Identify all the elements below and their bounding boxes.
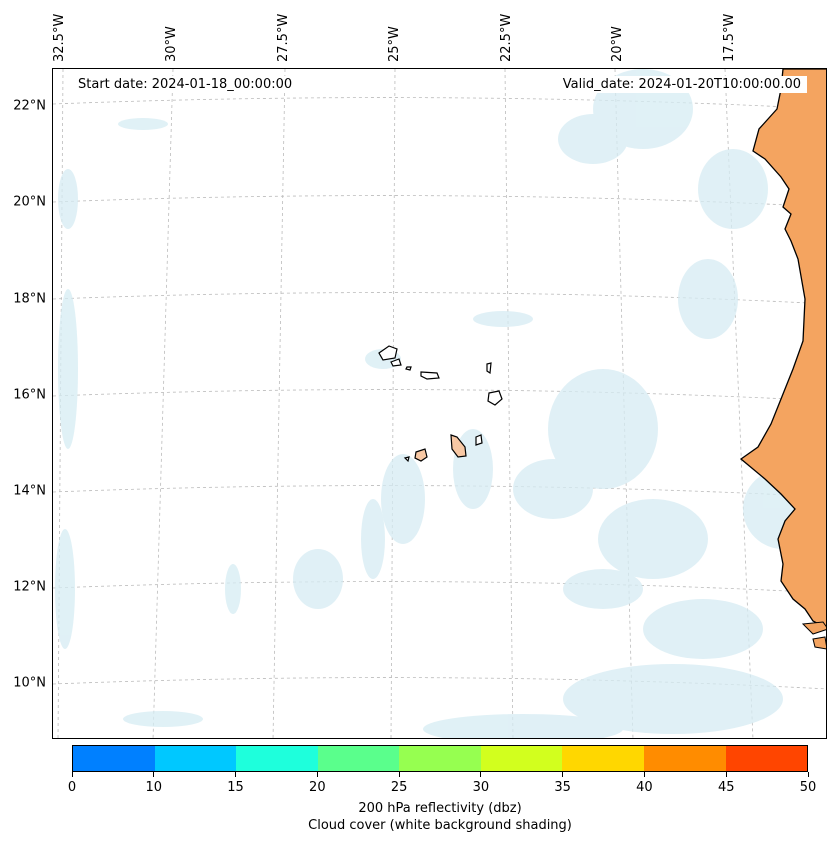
colorbar-tick xyxy=(235,772,237,777)
map-panel xyxy=(52,68,827,739)
island-santiago xyxy=(450,434,467,458)
island-sao-vicente xyxy=(390,358,402,367)
lon-label: 22.5°W xyxy=(499,13,514,62)
parallel-line xyxy=(53,581,826,594)
lon-label: 17.5°W xyxy=(722,13,737,62)
lat-label: 22°N xyxy=(13,98,46,114)
colorbar-segment xyxy=(725,746,808,771)
lat-label: 18°N xyxy=(13,291,46,307)
colorbar-segment xyxy=(399,746,481,771)
colorbar-subtitle: Cloud cover (white background shading) xyxy=(308,818,572,833)
colorbar-tick xyxy=(480,772,482,777)
lat-label: 12°N xyxy=(13,579,46,595)
meridian-line xyxy=(272,69,286,738)
colorbar-tick-label: 45 xyxy=(717,780,735,795)
meridian-line xyxy=(390,69,396,738)
colorbar-tick-label: 20 xyxy=(309,780,326,795)
colorbar-segment xyxy=(562,746,644,771)
reflectivity-colorbar xyxy=(72,745,808,772)
parallel-line xyxy=(53,97,826,110)
island-brava xyxy=(403,456,410,463)
parallel-line xyxy=(53,389,826,402)
lat-label: 10°N xyxy=(13,675,46,691)
lat-label: 14°N xyxy=(13,483,46,499)
island-boa-vista xyxy=(487,390,503,406)
lat-label: 16°N xyxy=(13,387,46,403)
lon-label: 20°W xyxy=(610,26,625,62)
start-date-label: Start date: 2024-01-18_00:00:00 xyxy=(72,76,299,93)
colorbar-tick-label: 50 xyxy=(799,780,817,795)
meridian-line xyxy=(152,69,174,738)
colorbar-tick xyxy=(71,772,73,777)
colorbar-title: 200 hPa reflectivity (dbz) xyxy=(358,801,522,816)
valid-date-label: Valid_date: 2024-01-20T10:00:00.00 xyxy=(556,76,807,93)
island xyxy=(812,636,826,650)
meridian-line xyxy=(614,69,634,738)
colorbar-tick xyxy=(562,772,564,777)
colorbar-segment xyxy=(317,746,400,771)
map-canvas xyxy=(53,69,826,738)
cloud-cover xyxy=(55,69,823,738)
lon-label: 27.5°W xyxy=(276,13,291,62)
africa-land xyxy=(739,69,826,629)
island xyxy=(801,621,826,635)
colorbar-tick-label: 35 xyxy=(554,780,571,795)
colorbar-tick xyxy=(398,772,400,777)
lon-label: 25°W xyxy=(387,26,402,62)
colorbar-tick xyxy=(725,772,727,777)
colorbar-tick-label: 25 xyxy=(390,780,408,795)
island-sao-nicolau xyxy=(420,371,440,380)
colorbar-tick-label: 0 xyxy=(67,780,77,795)
colorbar-tick-label: 40 xyxy=(636,780,653,795)
colorbar-tick xyxy=(153,772,155,777)
lat-label: 20°N xyxy=(13,194,46,210)
colorbar-segment xyxy=(73,746,155,771)
parallel-line xyxy=(53,485,826,498)
island-maio xyxy=(475,434,483,446)
lon-label: 30°W xyxy=(164,26,179,62)
colorbar-tick xyxy=(643,772,645,777)
colorbar-tick-label: 30 xyxy=(472,780,490,795)
island-santo-antao xyxy=(378,345,398,361)
island-sal xyxy=(486,362,492,375)
cape-verde-islands xyxy=(378,345,503,463)
colorbar-segment xyxy=(480,746,563,771)
colorbar-segment xyxy=(236,746,318,771)
colorbar-segment xyxy=(154,746,237,771)
colorbar-tick xyxy=(807,772,809,777)
colorbar-tick xyxy=(316,772,318,777)
lon-label: 32.5°W xyxy=(52,13,67,62)
island-fogo xyxy=(414,448,428,462)
colorbar-tick-label: 15 xyxy=(227,780,244,795)
island-santa-luzia xyxy=(405,366,412,371)
colorbar-segment xyxy=(643,746,726,771)
colorbar-tick-label: 10 xyxy=(145,780,163,795)
meridian-line xyxy=(504,69,514,738)
